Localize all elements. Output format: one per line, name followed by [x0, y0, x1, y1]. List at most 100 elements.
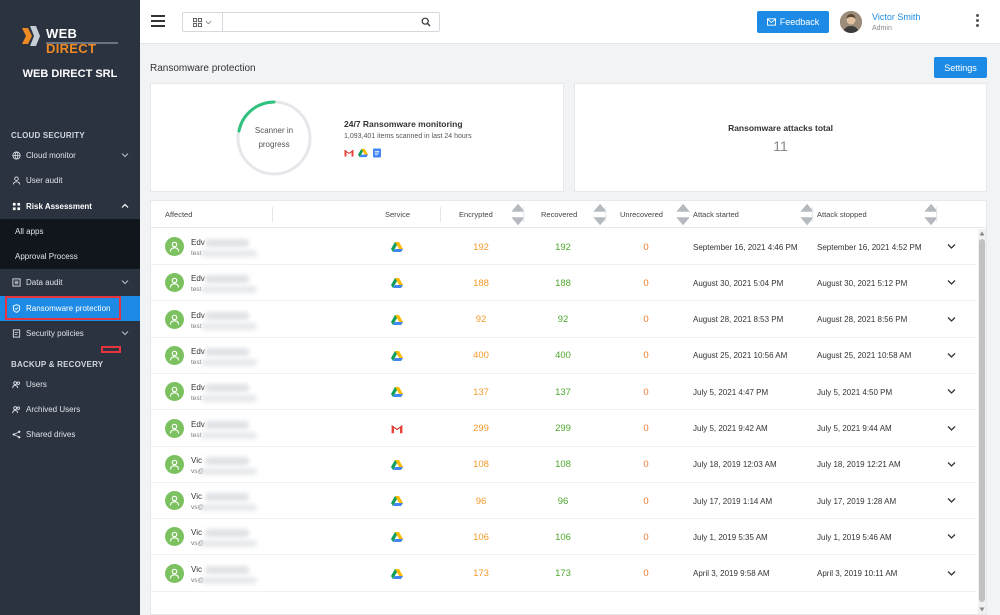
sort-icon[interactable]	[923, 201, 939, 228]
search-input[interactable]	[225, 14, 415, 30]
chevron-down-icon[interactable]	[947, 533, 956, 540]
menu-toggle-icon[interactable]	[151, 15, 165, 27]
highlight-box	[5, 296, 121, 320]
affected-user-name[interactable]: Edv	[191, 383, 205, 393]
sidebar-item-risk-assessment[interactable]: Risk Assessment	[0, 194, 140, 219]
sort-icon[interactable]	[799, 201, 815, 228]
affected-user-name[interactable]: Vic	[191, 455, 202, 465]
redacted-email	[201, 540, 257, 548]
table-row[interactable]: Edv test 299 299 0 July 5, 2021 9:42 AM …	[151, 411, 977, 447]
table-row[interactable]: Vic vs@ 96 96 0 July 17, 2019 1:14 AM Ju…	[151, 483, 977, 520]
scroll-down-icon[interactable]	[979, 607, 985, 612]
sort-icon[interactable]	[675, 201, 691, 228]
chevron-down-icon[interactable]	[947, 243, 956, 250]
redacted-name	[205, 311, 249, 320]
table-row[interactable]: Edv test 92 92 0 August 28, 2021 8:53 PM…	[151, 302, 977, 338]
sidebar-item-label: User audit	[26, 176, 63, 185]
table-row[interactable]: Vic vs@ 173 173 0 April 3, 2019 9:58 AM …	[151, 556, 977, 592]
col-attack-stopped[interactable]: Attack stopped	[817, 210, 867, 219]
unrecovered-count: 0	[643, 241, 649, 253]
user-name[interactable]: Victor Smith	[872, 12, 921, 22]
col-recovered[interactable]: Recovered	[541, 210, 578, 219]
sidebar-item-user-audit[interactable]: User audit	[0, 168, 140, 193]
affected-user-name[interactable]: Vic	[191, 492, 202, 502]
encrypted-count: 400	[473, 350, 489, 362]
avatar[interactable]	[840, 11, 862, 33]
feedback-button[interactable]: Feedback	[757, 11, 829, 33]
chevron-down-icon[interactable]	[947, 461, 956, 468]
affected-user-name[interactable]: Edv	[191, 346, 205, 356]
table-header: Affected Service Encrypted Recovered Unr…	[151, 201, 986, 228]
affected-user-email: test	[191, 286, 202, 294]
col-attack-started[interactable]: Attack started	[693, 210, 739, 219]
recovered-count: 173	[555, 568, 571, 580]
monitoring-title: 24/7 Ransomware monitoring	[344, 119, 463, 129]
redacted-email	[201, 504, 257, 512]
affected-user-name[interactable]: Vic	[191, 528, 202, 538]
chevron-down-icon[interactable]	[947, 352, 956, 359]
sidebar: WEB DIRECT WEB DIRECT SRL CLOUD SECURITY…	[0, 0, 140, 615]
recovered-count: 108	[555, 459, 571, 471]
users-icon	[11, 380, 21, 390]
affected-user-name[interactable]: Vic	[191, 564, 202, 574]
column-divider	[812, 207, 813, 222]
sidebar-item-label: Shared drives	[26, 430, 76, 439]
attack-stopped-time: July 5, 2021 9:44 AM	[817, 424, 892, 433]
search-icon[interactable]	[421, 17, 431, 27]
sort-icon[interactable]	[592, 201, 608, 228]
settings-button[interactable]: Settings	[934, 57, 987, 78]
scroll-up-icon[interactable]	[979, 231, 985, 236]
chevron-down-icon	[121, 280, 129, 285]
attack-stopped-time: August 30, 2021 5:12 PM	[817, 278, 908, 288]
mail-icon	[766, 18, 776, 26]
monitoring-card: Scanner in progress 24/7 Ransomware moni…	[150, 83, 564, 192]
col-unrecovered[interactable]: Unrecovered	[620, 210, 663, 219]
chevron-down-icon[interactable]	[947, 279, 956, 286]
affected-user-name[interactable]: Edv	[191, 238, 205, 247]
recovered-count: 106	[555, 531, 571, 543]
sidebar-item-security-policies[interactable]: Security policies	[0, 321, 140, 346]
table-scrollbar[interactable]	[978, 229, 986, 614]
col-encrypted[interactable]: Encrypted	[459, 210, 493, 219]
redacted-name	[205, 275, 249, 284]
google-drive-icon	[391, 387, 403, 398]
affected-user-name[interactable]: Edv	[191, 310, 205, 320]
table-row[interactable]: Vic vs@ 108 108 0 July 18, 2019 12:03 AM…	[151, 447, 977, 483]
avatar	[165, 273, 184, 293]
sidebar-item-label: Approval Process	[15, 252, 78, 261]
sidebar-item-label: Users	[26, 380, 47, 389]
column-divider	[936, 207, 937, 222]
sidebar-item-cloud-monitor[interactable]: Cloud monitor	[0, 143, 140, 168]
redacted-email	[201, 286, 257, 294]
table-row[interactable]: Vic vs@ 106 106 0 July 1, 2019 5:35 AM J…	[151, 519, 977, 556]
table-row[interactable]: Edv test 137 137 0 July 5, 2021 4:47 PM …	[151, 374, 977, 411]
affected-user-name[interactable]: Edv	[191, 419, 205, 429]
sidebar-item-all-apps[interactable]: All apps	[0, 219, 140, 244]
sidebar-item-archived-users[interactable]: Archived Users	[0, 397, 140, 422]
more-options-icon[interactable]	[976, 14, 980, 28]
scroll-thumb[interactable]	[979, 239, 985, 602]
chevron-down-icon[interactable]	[947, 570, 956, 577]
logo-mark-icon	[22, 26, 40, 46]
table-row[interactable]: Edv test 192 192 0 September 16, 2021 4:…	[151, 229, 977, 265]
table-row[interactable]: Edv test 188 188 0 August 30, 2021 5:04 …	[151, 265, 977, 302]
sidebar-item-data-audit[interactable]: Data audit	[0, 270, 140, 295]
chevron-down-icon[interactable]	[947, 425, 956, 432]
chevron-down-icon[interactable]	[947, 388, 956, 395]
sidebar-item-ransomware-protection[interactable]: Ransomware protection	[0, 296, 140, 321]
sort-icon[interactable]	[510, 201, 526, 228]
sidebar-item-shared-drives[interactable]: Shared drives	[0, 422, 140, 447]
monitored-services	[344, 148, 382, 158]
sidebar-item-users[interactable]: Users	[0, 372, 140, 397]
attacks-card: Ransomware attacks total 11	[574, 83, 987, 192]
affected-user-name[interactable]: Edv	[191, 274, 205, 284]
table-row[interactable]: Edv test 400 400 0 August 25, 2021 10:56…	[151, 338, 977, 374]
globe-icon	[11, 151, 21, 161]
chevron-down-icon[interactable]	[947, 497, 956, 504]
sidebar-item-approval-process[interactable]: Approval Process	[0, 244, 140, 269]
app-switcher-button[interactable]	[183, 13, 223, 31]
shield-icon	[11, 304, 21, 314]
column-divider	[605, 207, 606, 222]
chevron-down-icon[interactable]	[947, 316, 956, 323]
logo[interactable]: WEB DIRECT	[22, 22, 122, 56]
